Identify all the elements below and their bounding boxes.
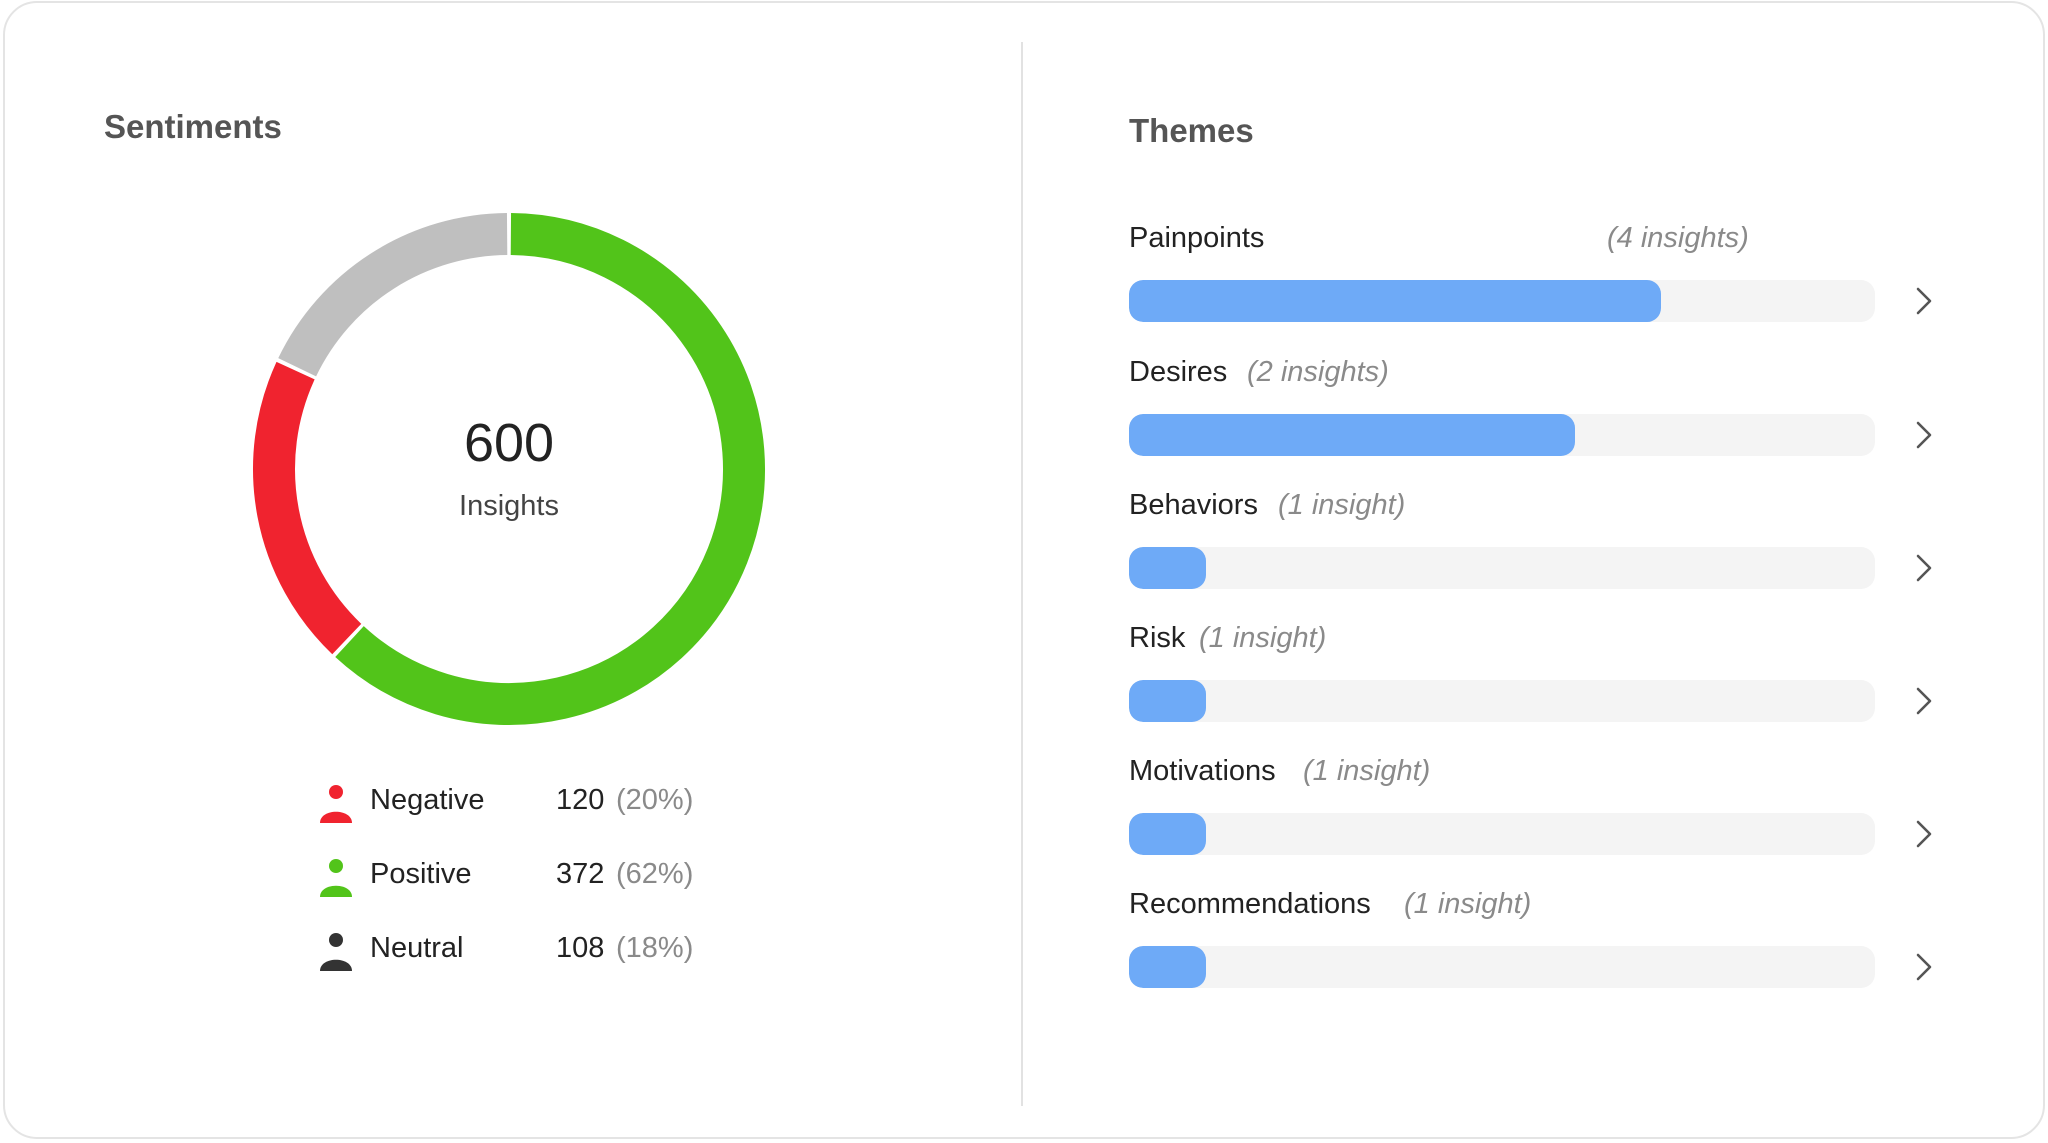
legend-percent: (20%) xyxy=(616,784,694,816)
chevron-right-icon[interactable] xyxy=(1909,685,1939,717)
sentiment-donut-chart xyxy=(253,213,765,725)
chevron-right-icon[interactable] xyxy=(1909,951,1939,983)
theme-progress-fill xyxy=(1129,680,1206,722)
theme-desires[interactable]: Desires (2 insights) xyxy=(1129,356,1932,476)
theme-progress-fill xyxy=(1129,547,1206,589)
theme-progress-fill xyxy=(1129,414,1576,456)
theme-risk[interactable]: Risk (1 insight) xyxy=(1129,622,1932,742)
theme-progress-fill xyxy=(1129,280,1661,322)
sentiments-title: Sentiments xyxy=(104,108,282,145)
legend-label: Positive xyxy=(370,858,472,890)
theme-insight-count: (1 insight) xyxy=(1199,622,1327,654)
themes-title: Themes xyxy=(1129,112,1254,149)
chevron-right-icon[interactable] xyxy=(1909,552,1939,584)
legend-label: Negative xyxy=(370,784,485,816)
theme-name: Risk xyxy=(1129,622,1186,654)
theme-progress-track xyxy=(1129,414,1875,456)
donut-segment-positive xyxy=(335,213,765,725)
theme-insight-count: (1 insight) xyxy=(1404,888,1532,920)
legend-count: 120 xyxy=(556,784,605,816)
person-icon xyxy=(320,859,352,897)
theme-progress-track xyxy=(1129,680,1875,722)
chevron-right-icon[interactable] xyxy=(1909,818,1939,850)
person-icon xyxy=(320,785,352,823)
theme-insight-count: (1 insight) xyxy=(1303,755,1431,787)
theme-name: Recommendations xyxy=(1129,888,1371,920)
theme-progress-fill xyxy=(1129,946,1206,988)
legend-percent: (62%) xyxy=(616,858,694,890)
theme-behaviors[interactable]: Behaviors (1 insight) xyxy=(1129,489,1932,609)
legend-count: 108 xyxy=(556,932,605,964)
total-insights-count: 600 xyxy=(463,413,555,473)
section-divider xyxy=(1021,42,1023,1106)
legend-label: Neutral xyxy=(370,932,464,964)
donut-segment-neutral xyxy=(278,213,508,377)
person-icon xyxy=(320,933,352,971)
theme-painpoints[interactable]: Painpoints (4 insights) xyxy=(1129,222,1932,342)
total-insights-label: Insights xyxy=(459,490,559,522)
theme-name: Desires xyxy=(1129,356,1228,388)
chevron-right-icon[interactable] xyxy=(1909,419,1939,451)
donut-segment-negative xyxy=(253,361,362,655)
theme-progress-track xyxy=(1129,946,1875,988)
theme-recommendations[interactable]: Recommendations (1 insight) xyxy=(1129,888,1932,1008)
theme-name: Motivations xyxy=(1129,755,1276,787)
legend-count: 372 xyxy=(556,858,605,890)
theme-insight-count: (1 insight) xyxy=(1278,489,1406,521)
chevron-right-icon[interactable] xyxy=(1909,285,1939,317)
theme-name: Behaviors xyxy=(1129,489,1258,521)
legend-percent: (18%) xyxy=(616,932,694,964)
theme-progress-track xyxy=(1129,813,1875,855)
theme-insight-count: (4 insights) xyxy=(1607,222,1749,254)
theme-progress-track xyxy=(1129,547,1875,589)
theme-progress-track xyxy=(1129,280,1875,322)
theme-insight-count: (2 insights) xyxy=(1247,356,1389,388)
theme-motivations[interactable]: Motivations (1 insight) xyxy=(1129,755,1932,875)
theme-name: Painpoints xyxy=(1129,222,1265,254)
theme-progress-fill xyxy=(1129,813,1206,855)
